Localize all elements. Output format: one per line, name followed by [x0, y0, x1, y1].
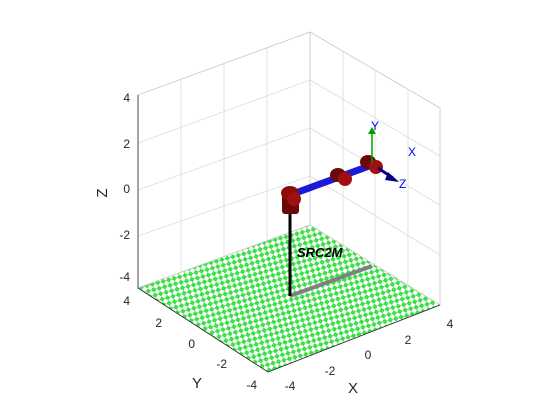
robot-shadow	[289, 264, 373, 298]
frame-y-arrowhead	[368, 127, 376, 134]
x-tick: 2	[405, 333, 412, 347]
y-axis-label: Y	[192, 375, 202, 392]
robot-joint-middle	[330, 168, 352, 186]
x-axis-label: X	[348, 380, 358, 397]
z-axis-ticks: 4 2 0 -2 -4	[119, 91, 130, 284]
z-tick: 0	[123, 182, 130, 196]
z-tick: -4	[119, 270, 130, 284]
x-tick: 4	[447, 317, 454, 331]
x-tick: -2	[325, 364, 336, 378]
y-tick: -4	[246, 378, 257, 392]
x-tick: -4	[285, 379, 296, 393]
y-tick: 2	[155, 316, 162, 330]
frame-x-label: X	[408, 145, 416, 159]
y-axis-ticks: 4 2 0 -2 -4	[123, 294, 257, 392]
z-axis-label: Z	[94, 188, 111, 197]
frame-y-label: Y	[371, 119, 379, 133]
robot-arm-link	[288, 161, 374, 199]
end-effector-frame: Y X Z	[368, 119, 416, 191]
frame-z-arrowhead	[385, 172, 399, 182]
x-tick: 0	[365, 348, 372, 362]
z-tick: -2	[119, 228, 130, 242]
z-tick: 2	[123, 137, 130, 151]
y-tick: 4	[123, 294, 130, 308]
z-tick: 4	[123, 91, 130, 105]
robot-name-label: SRC2M	[297, 245, 344, 260]
axis-lines	[137, 95, 441, 373]
frame-z-label: Z	[399, 177, 406, 191]
y-tick: 0	[188, 337, 195, 351]
x-axis-ticks: -4 -2 0 2 4	[285, 317, 454, 393]
y-tick: -2	[216, 357, 227, 371]
robot-joint-base	[281, 186, 301, 214]
